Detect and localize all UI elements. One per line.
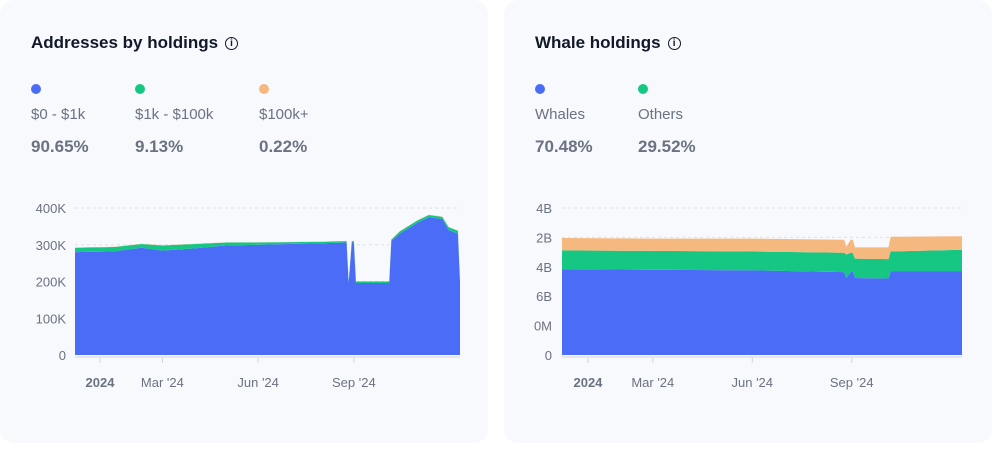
legend-item: $100k+ 0.22% — [259, 84, 309, 157]
x-tick-label: Jun '24 — [237, 375, 279, 390]
y-tick-label: 2B — [536, 230, 552, 245]
y-tick-label: 400K — [36, 201, 67, 216]
y-tick-label: 6B — [536, 289, 552, 304]
legend-dot — [535, 84, 545, 94]
legend-dot — [31, 84, 41, 94]
y-tick-label: 4B — [536, 260, 552, 275]
legend-item: Whales 70.48% — [535, 84, 593, 157]
legend-item: Others 29.52% — [638, 84, 696, 157]
y-tick-label: 0M — [534, 319, 552, 334]
x-tick-label: Mar '24 — [631, 375, 674, 390]
x-tick-label: 2024 — [86, 375, 116, 390]
card-title: Whale holdings i — [535, 33, 681, 53]
x-tick-label: Sep '24 — [332, 375, 376, 390]
addresses-chart: 0 100K 200K 300K 400K 2024 Mar '24 Jun '24 Sep '… — [36, 201, 460, 390]
y-tick-label: 4B — [536, 201, 552, 216]
area-series-1 — [75, 214, 460, 283]
info-icon[interactable]: i — [225, 36, 239, 50]
y-tick-label: 0 — [59, 348, 66, 363]
card-title: Addresses by holdings i — [31, 33, 239, 53]
legend-dot — [135, 84, 145, 94]
x-tick-label: 2024 — [573, 375, 603, 390]
x-tick-label: Jun '24 — [732, 375, 774, 390]
area-series-0 — [562, 269, 962, 355]
info-icon[interactable]: i — [667, 36, 681, 50]
y-tick-label: 200K — [36, 275, 67, 290]
area-series-2 — [562, 236, 962, 260]
legend-item: $0 - $1k 90.65% — [31, 84, 89, 157]
whale-chart: 0 0M 6B 4B 2B 4B 2024 Mar '24 Jun '24 Sep '24 — [534, 201, 962, 390]
whale-card: Whale holdings i Whales 70.48% Others 29.52… — [504, 0, 992, 443]
y-tick-label: 0 — [545, 348, 552, 363]
x-tick-label: Sep '24 — [830, 375, 874, 390]
legend-dot — [638, 84, 648, 94]
x-tick-label: Mar '24 — [141, 375, 184, 390]
y-tick-label: 300K — [36, 238, 67, 253]
legend-dot — [259, 84, 269, 94]
addresses-card: Addresses by holdings i $0 - $1k 90.65% $1… — [0, 0, 488, 443]
area-series-0 — [75, 217, 460, 355]
y-tick-label: 100K — [36, 311, 67, 326]
area-series-1 — [562, 249, 962, 279]
legend-item: $1k - $100k 9.13% — [135, 84, 213, 157]
